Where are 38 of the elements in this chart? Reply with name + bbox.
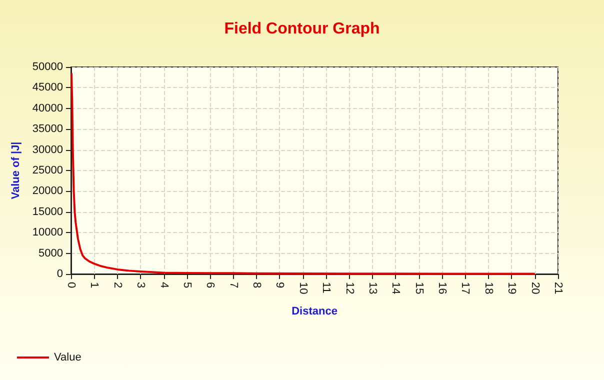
x-tick-label: 5 xyxy=(180,282,193,288)
x-tick-label: 12 xyxy=(343,282,356,294)
x-tick-label: 20 xyxy=(528,282,541,294)
chart-title: Field Contour Graph xyxy=(224,20,380,38)
y-tick-label: 15000 xyxy=(32,206,63,218)
x-tick-label: 6 xyxy=(204,282,216,288)
y-tick-label: 10000 xyxy=(32,226,63,239)
line-series xyxy=(70,72,536,275)
y-tick-label: 5000 xyxy=(38,247,63,260)
x-axis-title: Distance xyxy=(292,306,338,318)
x-tick-label: 15 xyxy=(412,282,425,294)
x-tick-label: 3 xyxy=(134,282,147,288)
y-tick-label: 30000 xyxy=(32,144,63,156)
x-tick-label: 19 xyxy=(506,282,518,294)
x-tick-label: 14 xyxy=(390,282,402,294)
x-tick-label: 11 xyxy=(320,282,332,294)
x-tick-label: 16 xyxy=(436,282,448,294)
y-tick-label: 40000 xyxy=(32,102,63,114)
y-tick-label: 35000 xyxy=(32,123,63,136)
x-tick-label: 7 xyxy=(227,282,240,288)
x-tick-label: 2 xyxy=(111,282,124,288)
y-axis-title: Value of |J| xyxy=(10,142,22,200)
x-tick-label: 17 xyxy=(459,282,472,294)
x-tick-label: 9 xyxy=(274,282,286,288)
x-tick-label: 4 xyxy=(158,282,170,288)
x-tick-label: 1 xyxy=(88,282,100,288)
x-tick-label: 21 xyxy=(552,282,564,294)
y-tick-label: 0 xyxy=(56,268,63,280)
x-tick-label: 10 xyxy=(296,282,309,294)
x-tick-label: 0 xyxy=(65,282,77,288)
y-tick-label: 50000 xyxy=(32,61,63,73)
y-tick-label: 45000 xyxy=(32,82,63,94)
y-tick-label: 20000 xyxy=(32,185,63,198)
y-tick-label: 25000 xyxy=(32,164,63,176)
legend-label: Value xyxy=(54,352,82,364)
x-tick-label: 13 xyxy=(366,282,378,294)
x-tick-label: 8 xyxy=(250,282,263,288)
x-tick-label: 18 xyxy=(482,282,494,294)
